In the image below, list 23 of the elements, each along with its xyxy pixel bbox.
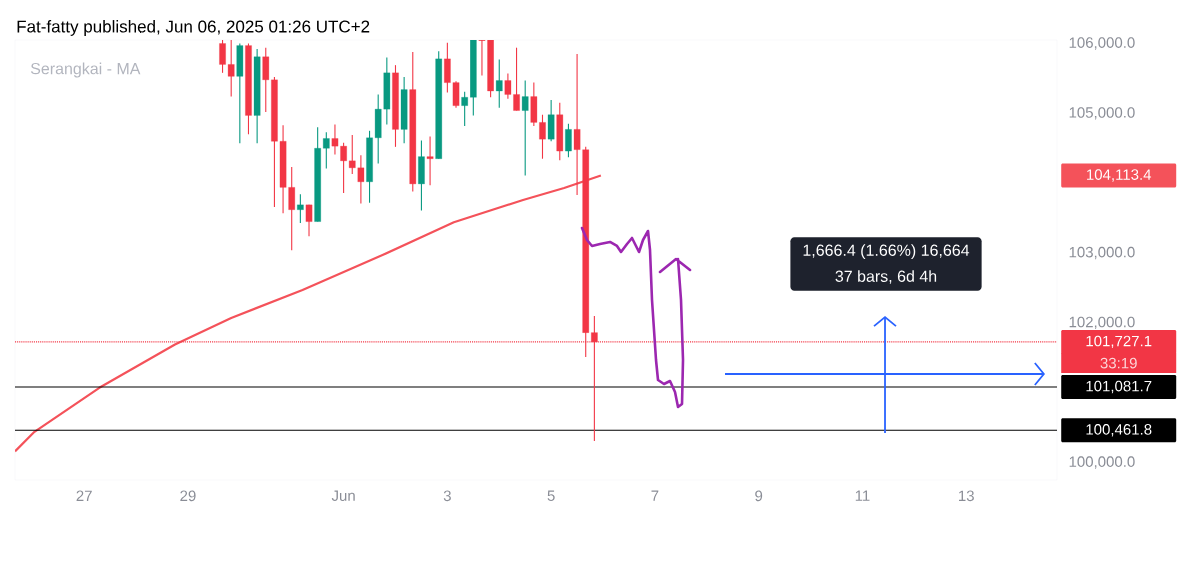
- ref-line-label: 101,727.1: [1086, 335, 1152, 349]
- x-tick-label: 29: [180, 490, 196, 502]
- text: 33:19: [1100, 357, 1137, 369]
- y-tick-label: 100,000.0: [1069, 456, 1135, 469]
- y-tick-label: 105,000.0: [1069, 107, 1135, 120]
- ref-line-label: 101,081.7: [1086, 380, 1152, 394]
- x-tick-label: 7: [651, 490, 659, 501]
- x-tick-label: 9: [755, 490, 763, 502]
- y-tick-label: 102,000.0: [1069, 316, 1135, 330]
- x-tick-label: Jun: [331, 490, 355, 501]
- y-tick-label: 106,000.0: [1069, 37, 1135, 50]
- annotation: 37 bars, 6d 4h: [835, 270, 937, 284]
- annotation: 1,666.4 (1.66%) 16,664: [803, 244, 970, 260]
- x-tick-label: 13: [959, 490, 974, 502]
- x-tick-label: 11: [855, 490, 870, 501]
- x-tick-label: 5: [547, 490, 555, 501]
- x-tick-label: 3: [443, 490, 451, 502]
- y-tick-label: 103,000.0: [1069, 246, 1135, 260]
- annotation: Serangkai - MA: [30, 62, 141, 78]
- ref-line-label: 100,461.8: [1086, 424, 1152, 437]
- text: 104,113.4: [1087, 169, 1152, 182]
- chart-title: Fat-fatty published, Jun 06, 2025 01:26 UTC+2: [17, 20, 370, 36]
- x-tick-label: 27: [76, 490, 92, 501]
